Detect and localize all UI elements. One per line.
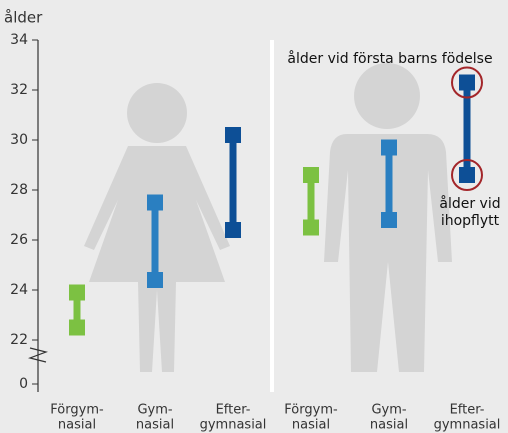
y-tick-label: 34 bbox=[10, 32, 28, 48]
range-end bbox=[459, 75, 475, 91]
x-tick-label: Efter- bbox=[450, 403, 485, 418]
annotation: ålder vid bbox=[439, 195, 500, 212]
annotation: ihopflytt bbox=[441, 213, 500, 229]
y-tick-label: 32 bbox=[10, 82, 28, 98]
x-tick-label: Gym- bbox=[371, 403, 406, 418]
range-end bbox=[225, 127, 241, 143]
range-end bbox=[303, 220, 319, 236]
range-end bbox=[381, 140, 397, 156]
y-tick-label: 24 bbox=[10, 282, 28, 298]
range-end bbox=[225, 222, 241, 238]
x-tick-label: Efter- bbox=[216, 403, 251, 418]
x-tick-label: Förgym- bbox=[50, 403, 104, 418]
x-tick-label: nasial bbox=[58, 418, 96, 433]
x-tick-label: nasial bbox=[292, 418, 330, 433]
page: ålder 022242628303234Förgym-nasialGym-na… bbox=[0, 0, 508, 433]
x-tick-label: nasial bbox=[370, 418, 408, 433]
chart: ålder 022242628303234Förgym-nasialGym-na… bbox=[0, 0, 508, 433]
y-tick-label: 0 bbox=[19, 376, 28, 392]
range-end bbox=[147, 272, 163, 288]
range-end bbox=[147, 195, 163, 211]
range-end bbox=[69, 285, 85, 301]
x-tick-label: gymnasial bbox=[434, 418, 501, 433]
y-tick-label: 28 bbox=[10, 182, 28, 198]
x-tick-label: Förgym- bbox=[284, 403, 338, 418]
range-end bbox=[69, 320, 85, 336]
x-tick-label: gymnasial bbox=[200, 418, 267, 433]
x-tick-label: nasial bbox=[136, 418, 174, 433]
y-axis-label: ålder bbox=[4, 9, 43, 27]
range-end bbox=[303, 167, 319, 183]
y-tick-label: 22 bbox=[10, 332, 28, 348]
range-end bbox=[459, 167, 475, 183]
y-tick-label: 26 bbox=[10, 232, 28, 248]
annotation: ålder vid första barns födelse bbox=[287, 50, 492, 67]
x-tick-label: Gym- bbox=[137, 403, 172, 418]
range-end bbox=[381, 212, 397, 228]
y-tick-label: 30 bbox=[10, 132, 28, 148]
